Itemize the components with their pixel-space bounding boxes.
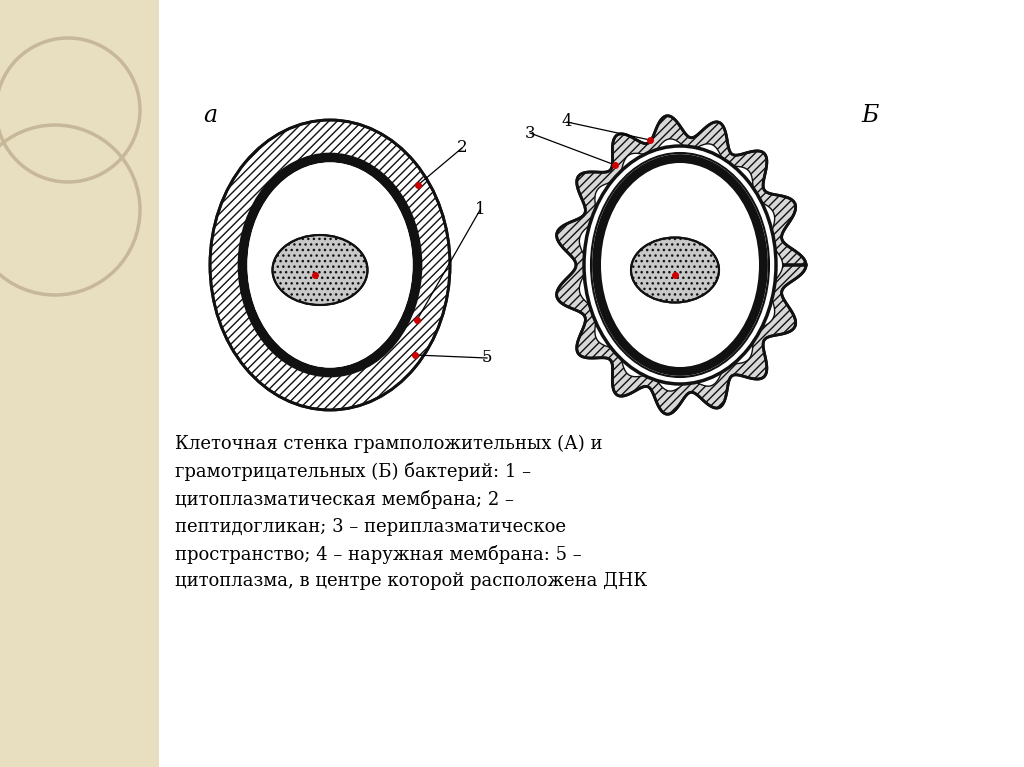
Text: 2: 2: [457, 140, 467, 156]
Ellipse shape: [631, 238, 719, 302]
Text: Б: Б: [861, 104, 879, 127]
Text: а: а: [203, 104, 217, 127]
Text: 5: 5: [481, 350, 493, 367]
Bar: [0, 0, 159, 767]
Ellipse shape: [589, 151, 771, 379]
Text: Клеточная стенка грамположительных (А) и
грамотрицательных (Б) бактерий: 1 –
цит: Клеточная стенка грамположительных (А) и…: [175, 435, 647, 590]
Ellipse shape: [584, 146, 776, 384]
Ellipse shape: [601, 163, 759, 367]
Text: 1: 1: [475, 202, 485, 219]
Text: 3: 3: [524, 124, 536, 141]
Text: 4: 4: [562, 114, 572, 130]
Ellipse shape: [248, 163, 413, 367]
Ellipse shape: [210, 120, 450, 410]
Polygon shape: [557, 116, 806, 414]
Ellipse shape: [597, 159, 763, 371]
Ellipse shape: [243, 157, 418, 373]
Ellipse shape: [272, 235, 368, 305]
Polygon shape: [580, 140, 782, 390]
